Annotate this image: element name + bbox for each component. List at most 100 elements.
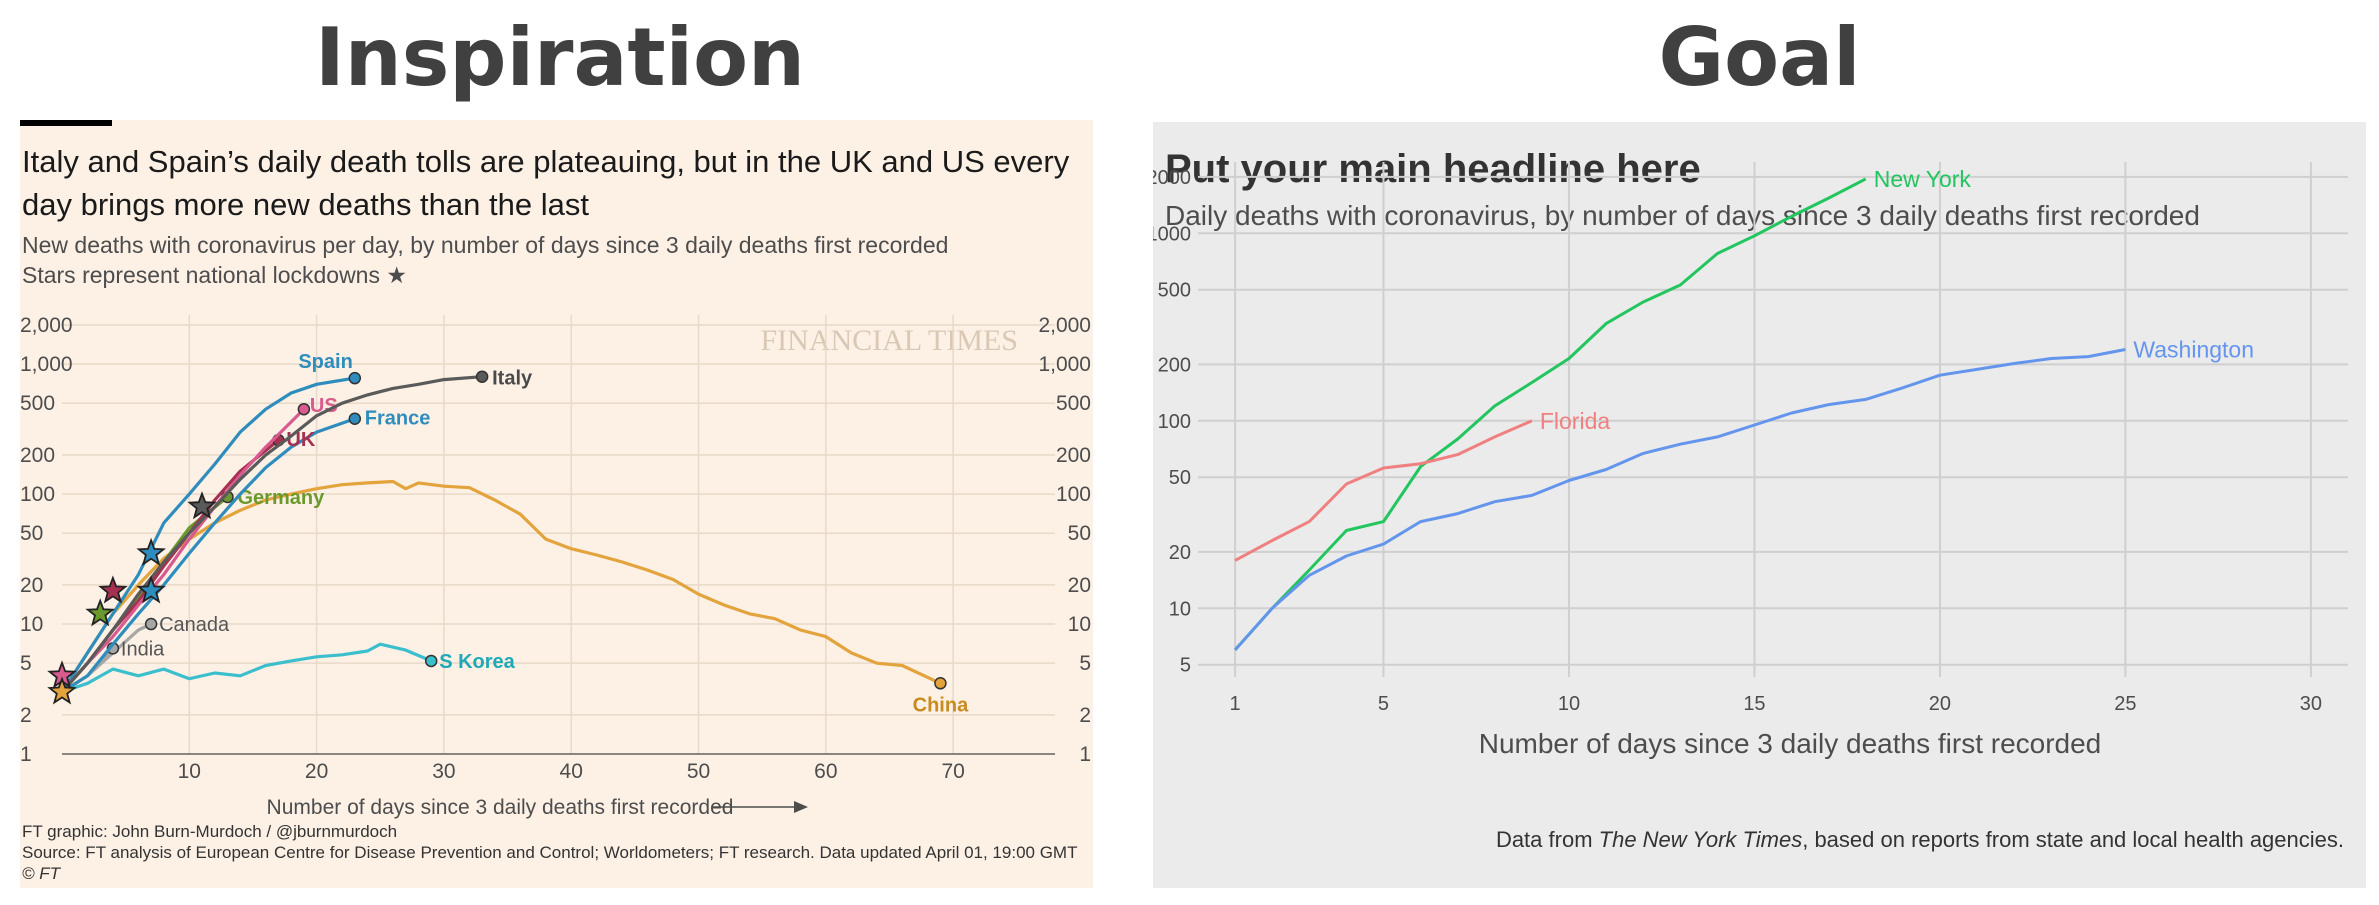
ft-series-label-italy: Italy <box>492 368 533 390</box>
ft-y-tick-label-right: 2,000 <box>1038 314 1091 337</box>
ft-series-label-s-korea: S Korea <box>439 651 515 673</box>
ft-y-tick-label: 200 <box>20 444 55 467</box>
ft-endpoint-spain <box>348 371 362 385</box>
nyt-x-tick-label: 1 <box>1230 693 1241 715</box>
ft-line-chart: FINANCIAL TIMES 10 20 30 40 50 60 70 1 1 2 2 5 5 10 10 2… <box>20 314 1091 819</box>
nyt-y-tick-label: 500 <box>1158 280 1191 302</box>
nyt-caption-suffix: , based on reports from state and local … <box>1802 827 2344 852</box>
ft-endpoint-us <box>297 402 311 416</box>
ft-series-label-china: China <box>913 694 969 716</box>
nyt-series-line-new-york <box>1233 177 1867 651</box>
ft-series-label-india: India <box>121 638 165 660</box>
ft-endpoint-canada <box>144 617 158 631</box>
nyt-x-tick-label: 5 <box>1378 693 1389 715</box>
ft-x-tick-label: 60 <box>814 760 837 783</box>
ft-y-tick-label-right: 500 <box>1056 392 1091 415</box>
ft-y-tick-label-right: 200 <box>1056 444 1091 467</box>
ft-lockdown-star-france <box>136 575 166 604</box>
nyt-series-line-florida <box>1234 419 1533 562</box>
ft-x-tick-label: 40 <box>560 760 583 783</box>
nyt-chart-panel: Put your main headline here Daily deaths… <box>1153 122 2366 888</box>
nyt-x-tick-label: 20 <box>1929 693 1951 715</box>
ft-series-label-canada: Canada <box>159 614 230 636</box>
nyt-line-chart: 510205010020050010002000151015202530Numb… <box>1153 162 2348 759</box>
ft-endpoint-italy <box>475 370 489 383</box>
ft-lockdown-star-italy <box>187 491 217 520</box>
nyt-y-tick-label: 1000 <box>1153 223 1191 245</box>
ft-footer-source: Source: FT analysis of European Centre f… <box>22 843 1078 862</box>
ft-series-label-uk: UK <box>286 429 315 451</box>
ft-endpoint-china <box>934 677 947 690</box>
nyt-subtitle: Daily deaths with coronavirus, by number… <box>1165 200 2200 231</box>
nyt-y-tick-label: 5 <box>1180 655 1191 677</box>
ft-x-axis-arrow-head <box>794 801 808 813</box>
section-title-inspiration: Inspiration <box>314 11 806 104</box>
nyt-x-tick-label: 25 <box>2114 693 2136 715</box>
nyt-y-tick-label: 10 <box>1169 598 1191 620</box>
ft-y-tick-label: 5 <box>20 652 32 675</box>
ft-subtitle: New deaths with coronavirus per day, by … <box>22 232 949 258</box>
ft-series-line-s-korea <box>60 642 433 694</box>
nyt-series-label-washington: Washington <box>2133 336 2254 362</box>
nyt-x-tick-label: 30 <box>2300 693 2322 715</box>
ft-y-tick-label: 500 <box>20 392 55 415</box>
ft-y-tick-label-right: 10 <box>1068 613 1091 636</box>
ft-lockdown-star-uk <box>98 575 128 604</box>
ft-watermark: FINANCIAL TIMES <box>760 324 1018 357</box>
ft-y-tick-label: 10 <box>20 613 43 636</box>
ft-series-label-us: US <box>310 395 338 417</box>
ft-x-tick-label: 10 <box>178 760 201 783</box>
ft-y-tick-label-right: 5 <box>1079 652 1091 675</box>
ft-y-tick-label-right: 100 <box>1056 483 1091 506</box>
ft-y-tick-label: 1 <box>20 743 32 766</box>
ft-y-tick-label-right: 20 <box>1068 574 1091 597</box>
ft-lockdown-star-china <box>47 676 77 705</box>
ft-y-tick-label-right: 50 <box>1068 522 1091 545</box>
nyt-y-tick-label: 200 <box>1158 354 1191 376</box>
ft-y-tick-label: 2,000 <box>20 314 73 337</box>
nyt-series-label-new-york: New York <box>1874 166 1972 192</box>
nyt-caption-source: The New York Times <box>1598 827 1803 852</box>
ft-accent-bar <box>20 120 112 126</box>
ft-y-tick-label-right: 2 <box>1079 704 1091 727</box>
nyt-y-tick-label: 2000 <box>1153 167 1191 189</box>
nyt-headline: Put your main headline here <box>1165 147 1701 191</box>
ft-x-tick-label: 50 <box>687 760 710 783</box>
nyt-y-tick-label: 50 <box>1169 467 1191 489</box>
section-title-goal: Goal <box>1658 11 1861 104</box>
ft-y-tick-label: 1,000 <box>20 353 73 376</box>
ft-y-tick-label-right: 1,000 <box>1038 353 1091 376</box>
ft-series-label-germany: Germany <box>238 487 326 509</box>
ft-x-tick-label: 70 <box>941 760 964 783</box>
ft-chart-panel: Italy and Spain’s daily death tolls are … <box>20 120 1093 888</box>
ft-series-label-spain: Spain <box>298 351 352 373</box>
nyt-series-line-washington <box>1233 348 2126 651</box>
ft-lockdown-star-germany <box>85 598 116 627</box>
ft-y-tick-label: 50 <box>20 522 43 545</box>
ft-y-tick-label: 2 <box>20 704 32 727</box>
ft-series-line-us <box>60 407 306 694</box>
ft-y-tick-label: 20 <box>20 574 43 597</box>
ft-footer-copyright: © FT <box>22 864 61 883</box>
ft-series-line-italy <box>60 375 484 694</box>
nyt-caption: Data from The New York Times, based on r… <box>1496 826 2344 854</box>
nyt-caption-prefix: Data from <box>1495 827 1599 852</box>
ft-subtitle-lockdowns: Stars represent national lockdowns ★ <box>22 262 407 288</box>
ft-footer-graphic: FT graphic: John Burn-Murdoch / @jburnmu… <box>22 822 398 841</box>
ft-headline: Italy and Spain’s daily death tolls are … <box>22 144 1070 222</box>
nyt-y-tick-label: 100 <box>1158 411 1191 433</box>
ft-x-tick-label: 30 <box>432 760 455 783</box>
ft-endpoint-s-korea <box>424 654 438 668</box>
ft-series-label-france: France <box>365 408 431 430</box>
ft-series-line-spain <box>60 376 357 694</box>
ft-y-tick-label-right: 1 <box>1079 743 1091 766</box>
ft-x-tick-label: 20 <box>305 760 328 783</box>
nyt-y-tick-label: 20 <box>1169 542 1191 564</box>
nyt-x-axis-label: Number of days since 3 daily deaths firs… <box>1479 728 2102 759</box>
ft-endpoint-france <box>348 412 362 425</box>
ft-y-tick-label: 100 <box>20 483 55 506</box>
ft-series-line-france <box>60 417 357 694</box>
nyt-series-label-florida: Florida <box>1540 408 1611 434</box>
ft-x-axis-label: Number of days since 3 daily deaths firs… <box>267 796 734 819</box>
nyt-x-tick-label: 10 <box>1558 693 1580 715</box>
